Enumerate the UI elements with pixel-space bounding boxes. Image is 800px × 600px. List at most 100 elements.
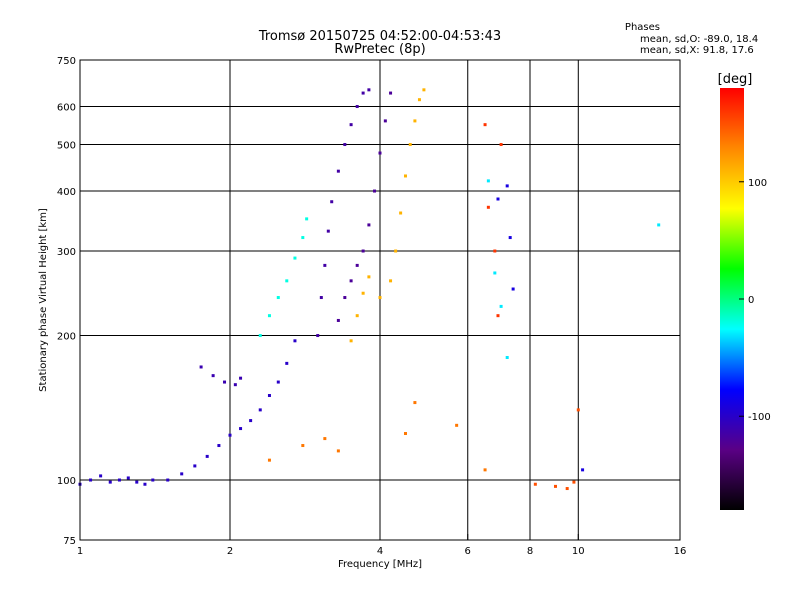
data-point	[367, 275, 371, 279]
data-point	[276, 296, 280, 300]
data-point	[126, 476, 130, 480]
data-point	[301, 236, 305, 240]
data-point	[508, 236, 512, 240]
data-point	[293, 339, 297, 343]
data-point	[249, 419, 253, 423]
plot-area	[78, 59, 681, 541]
data-point	[355, 314, 359, 318]
data-point	[228, 433, 232, 437]
data-point	[349, 279, 353, 283]
data-point	[565, 487, 569, 491]
data-point	[399, 211, 403, 215]
data-point	[143, 482, 147, 486]
y-axis: 75 100 200 300 400 500 600 750	[57, 56, 76, 547]
data-point	[239, 376, 243, 380]
data-point	[305, 217, 309, 221]
x-tick-label: 10	[572, 546, 585, 557]
data-point	[330, 200, 334, 204]
y-tick-label: 75	[63, 536, 76, 547]
data-point	[343, 296, 347, 300]
data-point	[373, 189, 377, 193]
data-point	[455, 423, 459, 427]
data-point	[267, 394, 271, 398]
data-point	[211, 374, 215, 378]
data-point	[486, 179, 490, 183]
data-point	[486, 205, 490, 209]
data-point	[403, 174, 407, 178]
y-axis-label: Stationary phase Virtual Height [km]	[38, 208, 49, 392]
data-point	[89, 478, 93, 482]
data-point	[499, 143, 503, 147]
data-point	[581, 468, 585, 472]
data-point	[217, 444, 221, 448]
data-point	[493, 249, 497, 253]
data-point	[496, 197, 500, 201]
grid-lines	[80, 60, 680, 540]
data-point	[417, 98, 421, 102]
data-point	[533, 482, 537, 486]
data-point	[383, 119, 387, 123]
data-point	[413, 401, 417, 405]
data-point	[378, 151, 382, 155]
data-point	[267, 458, 271, 462]
data-point	[355, 105, 359, 109]
data-point	[239, 427, 243, 431]
data-point	[483, 123, 487, 127]
data-point	[323, 437, 327, 441]
data-point	[336, 169, 340, 173]
phase-stats-heading: Phases	[625, 22, 660, 33]
data-point	[493, 271, 497, 275]
y-tick-label: 400	[57, 187, 76, 198]
data-point	[422, 88, 426, 92]
data-point	[553, 484, 557, 488]
data-point	[285, 279, 289, 283]
data-point	[258, 408, 262, 412]
data-point	[336, 449, 340, 453]
data-point	[233, 383, 237, 387]
phase-stats-line-o: mean, sd,O: -89.0, 18.4	[640, 34, 758, 45]
data-point	[316, 334, 320, 338]
y-tick-label: 600	[57, 103, 76, 114]
data-point	[378, 296, 382, 300]
colorbar-ticks: 100 0 -100	[739, 178, 771, 423]
data-point	[505, 355, 509, 359]
data-point	[408, 143, 412, 147]
y-tick-label: 500	[57, 141, 76, 152]
x-axis-label: Frequency [MHz]	[338, 559, 422, 570]
phase-stats-line-x: mean, sd,X: 91.8, 17.6	[640, 45, 754, 56]
data-point	[301, 444, 305, 448]
data-point	[572, 480, 576, 484]
x-tick-label: 4	[377, 546, 383, 557]
data-point	[135, 480, 139, 484]
data-point	[349, 123, 353, 127]
data-point	[180, 472, 184, 476]
data-point	[326, 229, 330, 233]
x-tick-label: 2	[227, 546, 233, 557]
data-point	[367, 88, 371, 92]
y-tick-label: 200	[57, 332, 76, 343]
colorbar-tick-label: 100	[748, 178, 767, 189]
data-point	[499, 304, 503, 308]
x-axis: 1 2 4 6 8 10 16	[77, 534, 686, 557]
data-point	[166, 478, 170, 482]
data-point	[657, 223, 661, 227]
data-point	[403, 432, 407, 436]
data-point	[108, 480, 112, 484]
data-point	[323, 263, 327, 267]
data-point	[99, 474, 103, 478]
data-point	[343, 143, 347, 147]
data-point	[151, 478, 155, 482]
data-point	[367, 223, 371, 227]
data-point	[361, 91, 365, 95]
colorbar-tick-label: 0	[748, 295, 754, 306]
data-point	[336, 318, 340, 322]
x-tick-label: 6	[465, 546, 471, 557]
x-tick-label: 1	[77, 546, 83, 557]
data-point	[258, 334, 262, 338]
data-point	[483, 468, 487, 472]
data-point	[319, 296, 323, 300]
data-point	[293, 256, 297, 260]
data-point	[199, 365, 203, 369]
data-point	[267, 314, 271, 318]
data-points	[78, 88, 661, 491]
